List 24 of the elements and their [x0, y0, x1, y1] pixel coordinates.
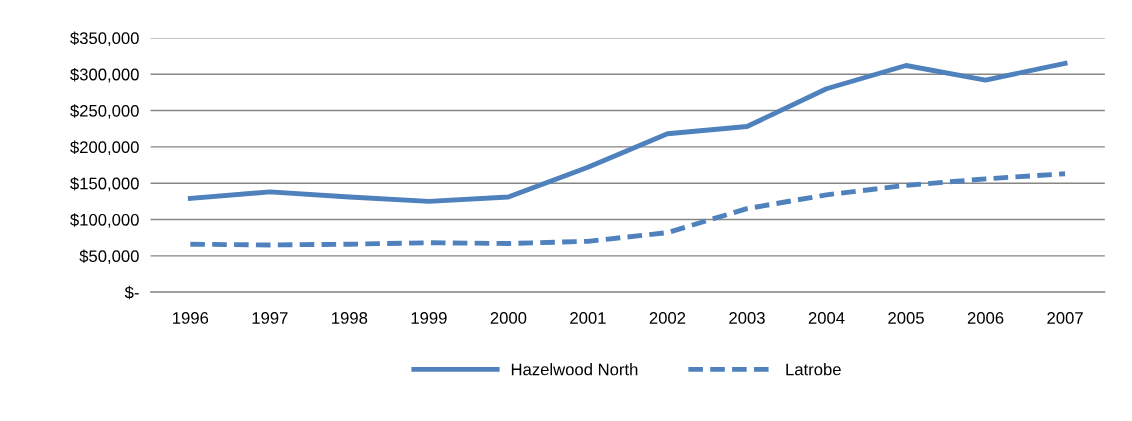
- y-tick-label: $50,000: [79, 249, 139, 265]
- legend-label: Latrobe: [786, 363, 841, 376]
- y-tick-label: $150,000: [70, 176, 139, 192]
- x-tick-label: 1997: [252, 312, 288, 324]
- x-tick-label: 2001: [570, 312, 606, 324]
- x-tick-label: 2002: [649, 312, 686, 324]
- line-series: [187, 60, 1068, 204]
- x-tick-label: 2005: [888, 312, 924, 324]
- x-tick-label: 1996: [173, 312, 209, 324]
- x-tick-label: 2007: [1047, 312, 1083, 324]
- y-tick-label: $-: [124, 285, 139, 300]
- legend-label: Hazelwood North: [511, 363, 638, 376]
- y-tick-label: $350,000: [70, 31, 139, 47]
- x-tick-label: 1999: [411, 312, 447, 324]
- x-tick-label: 1998: [332, 312, 368, 324]
- y-tick-label: $100,000: [70, 213, 139, 228]
- x-tick-label: 2004: [808, 312, 845, 324]
- line-series: [187, 171, 1068, 248]
- x-tick-label: 2000: [490, 312, 527, 324]
- y-tick-label: $200,000: [70, 140, 139, 156]
- x-tick-label: 2003: [729, 312, 765, 324]
- y-tick-label: $300,000: [70, 67, 139, 83]
- x-tick-label: 2006: [967, 312, 1004, 324]
- y-tick-label: $250,000: [70, 104, 139, 119]
